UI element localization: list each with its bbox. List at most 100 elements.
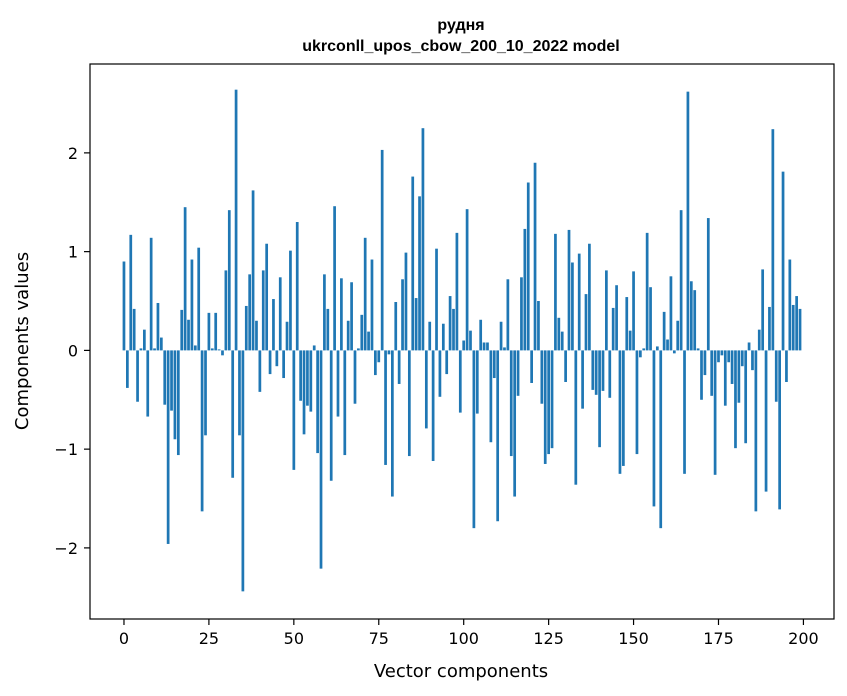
plot-frame xyxy=(89,63,835,620)
bar xyxy=(499,321,503,351)
bar xyxy=(435,248,438,351)
bar xyxy=(530,350,533,383)
bar xyxy=(679,210,683,351)
bar xyxy=(625,297,629,351)
bar xyxy=(791,304,795,351)
bar xyxy=(292,350,296,470)
bar xyxy=(455,232,459,351)
bar xyxy=(387,350,391,355)
x-axis-label: Vector components xyxy=(374,661,548,682)
bar xyxy=(176,350,180,456)
bar xyxy=(557,317,561,351)
bar xyxy=(710,350,714,396)
bar xyxy=(764,350,768,492)
bar xyxy=(350,282,353,351)
bar xyxy=(730,350,734,384)
bar xyxy=(251,190,255,351)
bar xyxy=(737,350,741,403)
bar xyxy=(605,270,608,351)
bar xyxy=(404,252,408,351)
bar xyxy=(618,350,622,474)
bar xyxy=(588,243,591,351)
bar xyxy=(774,350,778,402)
bar xyxy=(761,269,765,351)
bar xyxy=(659,350,663,529)
bar xyxy=(244,305,248,351)
x-tick-label: 0 xyxy=(119,629,129,648)
y-axis: −2 −1 0 1 2 xyxy=(54,144,90,558)
chart-title: рудня xyxy=(437,17,484,34)
bar xyxy=(509,350,513,457)
bar xyxy=(452,308,455,351)
x-tick-label: 200 xyxy=(788,629,819,648)
bar xyxy=(520,277,523,351)
bar xyxy=(713,350,717,475)
bar xyxy=(645,232,649,351)
bar xyxy=(781,171,785,351)
bar xyxy=(360,314,364,351)
bar xyxy=(234,89,238,351)
bar xyxy=(384,350,387,465)
bar xyxy=(513,350,517,497)
bar xyxy=(652,350,656,507)
bar xyxy=(326,308,330,351)
bar xyxy=(295,222,299,351)
bar xyxy=(221,350,224,356)
bar xyxy=(278,277,282,351)
bar xyxy=(747,342,751,351)
bar xyxy=(601,350,605,391)
bar xyxy=(785,350,788,382)
bar xyxy=(367,331,370,351)
bar xyxy=(771,129,775,351)
bar xyxy=(166,350,170,544)
bar xyxy=(751,350,754,371)
bars-group xyxy=(122,89,802,592)
bar xyxy=(139,348,143,351)
bar xyxy=(486,342,489,351)
bar xyxy=(526,182,530,351)
bar xyxy=(173,350,177,440)
bar xyxy=(156,302,160,351)
bar xyxy=(598,350,601,448)
bar xyxy=(506,279,510,351)
bar xyxy=(258,350,262,392)
bar xyxy=(686,91,690,351)
bar xyxy=(550,350,554,449)
bar xyxy=(210,348,214,351)
bar xyxy=(418,196,421,351)
bar xyxy=(207,312,211,351)
bar xyxy=(547,350,550,455)
bar xyxy=(289,250,292,351)
bar xyxy=(489,350,493,443)
bar xyxy=(540,350,544,404)
bar xyxy=(591,350,595,390)
bar xyxy=(778,350,781,510)
bar xyxy=(343,350,347,456)
bar xyxy=(496,350,500,522)
x-tick-label: 125 xyxy=(533,629,564,648)
y-tick-label: 2 xyxy=(68,144,78,163)
bar xyxy=(126,350,129,388)
bar xyxy=(431,350,435,461)
bar xyxy=(407,350,411,457)
bar xyxy=(374,350,377,376)
bar xyxy=(571,262,574,351)
bar xyxy=(655,346,659,351)
bar xyxy=(628,330,632,351)
bar xyxy=(639,350,642,358)
y-tick-label: −2 xyxy=(54,539,78,558)
bar xyxy=(564,350,567,382)
bar xyxy=(717,350,720,363)
bar xyxy=(143,329,146,351)
bar xyxy=(594,350,598,395)
bar xyxy=(537,301,540,351)
bar xyxy=(136,350,139,402)
y-tick-label: 0 xyxy=(68,341,78,360)
bar xyxy=(122,261,126,351)
bar xyxy=(727,350,731,363)
bar xyxy=(584,294,588,351)
bar xyxy=(577,253,581,351)
bar xyxy=(462,340,466,351)
